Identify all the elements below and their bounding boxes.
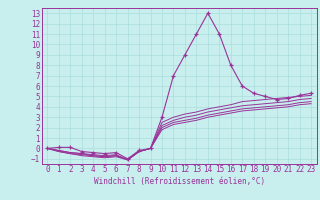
X-axis label: Windchill (Refroidissement éolien,°C): Windchill (Refroidissement éolien,°C)	[94, 177, 265, 186]
